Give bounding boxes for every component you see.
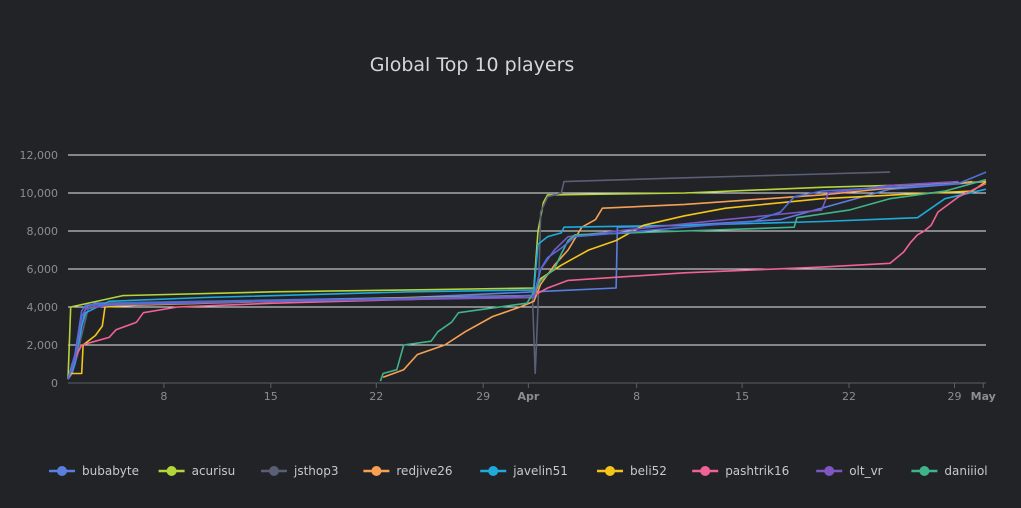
series-line-bubabyte: [67, 180, 987, 380]
y-tick-label: 10,000: [20, 187, 59, 200]
legend-item-jsthop3[interactable]: jsthop3: [261, 464, 339, 478]
legend-label: javelin51: [512, 464, 568, 478]
legend-marker: [824, 466, 835, 476]
legend-item-bubabyte[interactable]: bubabyte: [49, 464, 139, 478]
x-tick-label: 8: [633, 390, 640, 403]
legend-item-beli52[interactable]: beli52: [597, 464, 667, 478]
y-tick-label: 8,000: [27, 225, 59, 238]
x-axis: 8 15 22 29 Apr 8 15 22 29 May: [68, 382, 996, 403]
legend-item-javelin51[interactable]: javelin51: [480, 464, 568, 478]
x-tick-label: 15: [264, 390, 278, 403]
legend-item-olt_vr[interactable]: olt_vr: [816, 464, 883, 478]
y-tick-label: 0: [51, 377, 58, 390]
legend-label: acurisu: [192, 464, 236, 478]
series-line-jsthop3: [67, 171, 891, 380]
grid-layer: 0 2,000 4,000 6,000 8,000 10,000 12,000: [20, 149, 986, 390]
series-line-daniiiol: [379, 178, 987, 382]
y-tick-label: 4,000: [27, 301, 59, 314]
x-tick-label: 22: [369, 390, 383, 403]
legend-label: pashtrik16: [725, 464, 789, 478]
chart-title: Global Top 10 players: [370, 54, 575, 76]
y-tick-label: 6,000: [27, 263, 59, 276]
series-line-javelin51: [67, 188, 987, 380]
series-line-beli52: [67, 180, 987, 380]
x-tick-label: 15: [735, 390, 749, 403]
legend-marker: [605, 466, 615, 476]
legend-label: daniiiol: [944, 464, 987, 478]
series-layer: [67, 171, 987, 382]
legend-marker: [919, 466, 930, 476]
legend-item-redjive26[interactable]: redjive26: [363, 464, 452, 478]
legend-marker: [57, 466, 67, 476]
legend-label: olt_vr: [849, 464, 882, 478]
legend-label: redjive26: [396, 464, 452, 478]
x-tick-label: 8: [160, 390, 167, 403]
x-tick-label: May: [971, 390, 996, 403]
series-line-alpetgexha: [67, 171, 987, 380]
y-tick-label: 12,000: [20, 149, 59, 162]
legend-item-pashtrik16[interactable]: pashtrik16: [692, 464, 789, 478]
series-line-pashtrik16: [67, 182, 987, 380]
legend-marker: [269, 466, 279, 476]
series-line-redjive26: [382, 180, 987, 379]
series-line-olt_vr: [67, 180, 959, 380]
y-tick-label: 2,000: [27, 339, 59, 352]
legend-marker: [488, 466, 499, 476]
legend-marker: [700, 466, 711, 476]
legend-marker: [166, 466, 177, 476]
legend-item-daniiiol[interactable]: daniiiol: [911, 464, 988, 478]
x-tick-label: 29: [947, 390, 961, 403]
legend-marker: [371, 466, 382, 476]
legend-label: beli52: [630, 464, 667, 478]
x-tick-label: 22: [842, 390, 856, 403]
series-line-acurisu: [67, 180, 973, 380]
legend-item-acurisu[interactable]: acurisu: [158, 464, 236, 478]
legend-label: jsthop3: [293, 464, 339, 478]
x-tick-label: Apr: [517, 390, 539, 403]
x-tick-label: 29: [476, 390, 490, 403]
legend-label: bubabyte: [82, 464, 139, 478]
legend[interactable]: bubabyte acurisu jsthop3 redjive26 javelin51…: [49, 464, 1021, 478]
